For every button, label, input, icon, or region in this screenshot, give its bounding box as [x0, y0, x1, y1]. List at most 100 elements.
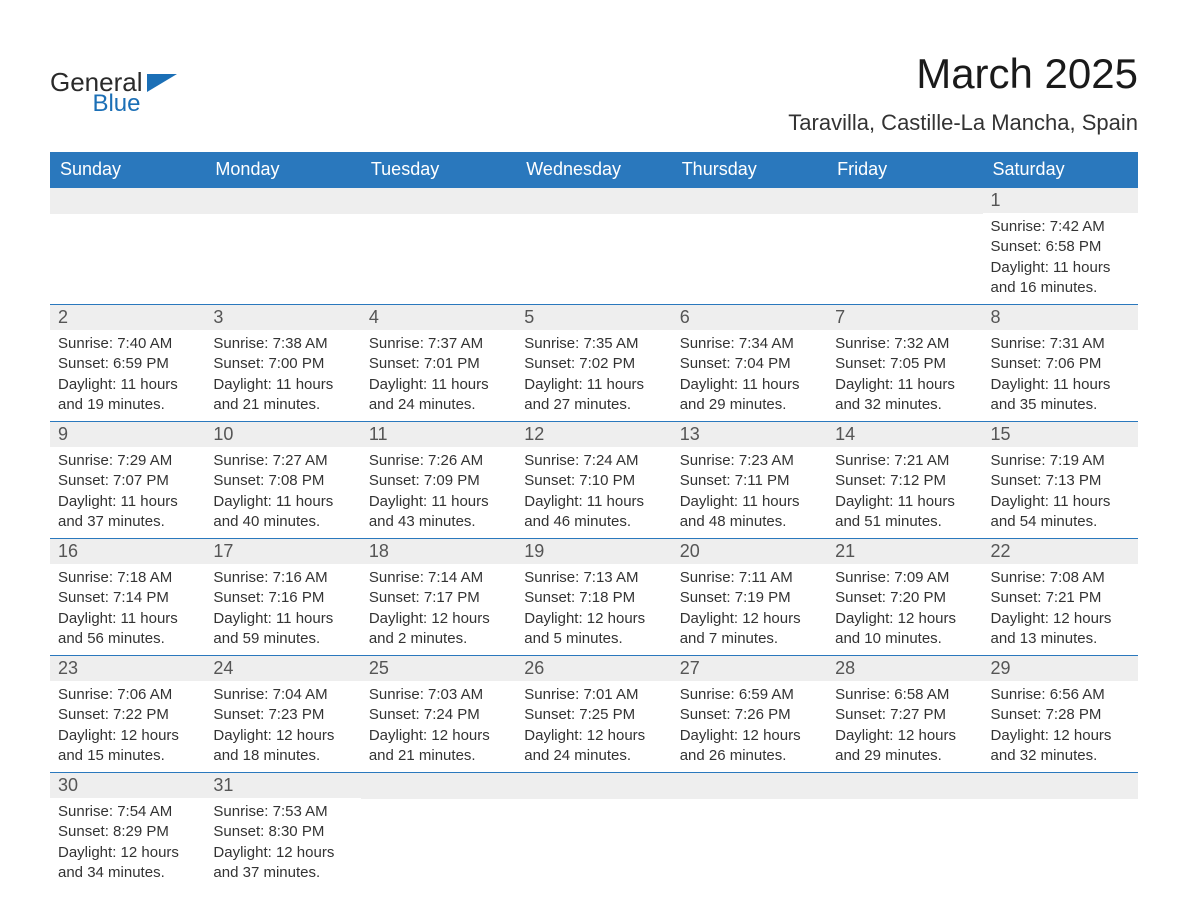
calendar-day-cell: 2Sunrise: 7:40 AMSunset: 6:59 PMDaylight…	[50, 305, 205, 422]
weekday-header: Saturday	[983, 152, 1138, 188]
day-details: Sunrise: 7:19 AMSunset: 7:13 PMDaylight:…	[983, 447, 1138, 538]
empty-day-header	[983, 773, 1138, 799]
sunset-line: Sunset: 7:10 PM	[524, 471, 663, 491]
calendar-day-cell: 11Sunrise: 7:26 AMSunset: 7:09 PMDayligh…	[361, 422, 516, 539]
day-number: 10	[205, 422, 360, 447]
day-details: Sunrise: 7:32 AMSunset: 7:05 PMDaylight:…	[827, 330, 982, 421]
calendar-day-cell: 9Sunrise: 7:29 AMSunset: 7:07 PMDaylight…	[50, 422, 205, 539]
calendar-day-cell: 13Sunrise: 7:23 AMSunset: 7:11 PMDayligh…	[672, 422, 827, 539]
sunset-line: Sunset: 7:20 PM	[835, 588, 974, 608]
day-details: Sunrise: 7:26 AMSunset: 7:09 PMDaylight:…	[361, 447, 516, 538]
day-number: 2	[50, 305, 205, 330]
day-number: 3	[205, 305, 360, 330]
day-details: Sunrise: 7:14 AMSunset: 7:17 PMDaylight:…	[361, 564, 516, 655]
sunset-line: Sunset: 7:21 PM	[991, 588, 1130, 608]
calendar-day-cell: 27Sunrise: 6:59 AMSunset: 7:26 PMDayligh…	[672, 656, 827, 773]
sunrise-line: Sunrise: 7:53 AM	[213, 802, 352, 822]
empty-day-header	[50, 188, 205, 214]
empty-day-header	[827, 188, 982, 214]
day-details: Sunrise: 7:06 AMSunset: 7:22 PMDaylight:…	[50, 681, 205, 772]
daylight-line: Daylight: 12 hours and 2 minutes.	[369, 609, 508, 650]
calendar-week-row: 30Sunrise: 7:54 AMSunset: 8:29 PMDayligh…	[50, 773, 1138, 890]
calendar-day-cell: 6Sunrise: 7:34 AMSunset: 7:04 PMDaylight…	[672, 305, 827, 422]
weekday-header: Friday	[827, 152, 982, 188]
day-number: 11	[361, 422, 516, 447]
daylight-line: Daylight: 11 hours and 59 minutes.	[213, 609, 352, 650]
sunrise-line: Sunrise: 7:26 AM	[369, 451, 508, 471]
empty-day-body	[361, 799, 516, 877]
sunrise-line: Sunrise: 7:16 AM	[213, 568, 352, 588]
empty-day-header	[361, 188, 516, 214]
sunrise-line: Sunrise: 7:14 AM	[369, 568, 508, 588]
calendar-day-cell: 31Sunrise: 7:53 AMSunset: 8:30 PMDayligh…	[205, 773, 360, 890]
calendar-day-cell	[50, 188, 205, 305]
sunset-line: Sunset: 7:09 PM	[369, 471, 508, 491]
weekday-header: Tuesday	[361, 152, 516, 188]
sunset-line: Sunset: 7:05 PM	[835, 354, 974, 374]
day-number: 8	[983, 305, 1138, 330]
empty-day-header	[361, 773, 516, 799]
daylight-line: Daylight: 11 hours and 35 minutes.	[991, 375, 1130, 416]
sunset-line: Sunset: 7:11 PM	[680, 471, 819, 491]
day-number: 5	[516, 305, 671, 330]
day-number: 28	[827, 656, 982, 681]
calendar-day-cell	[983, 773, 1138, 890]
day-details: Sunrise: 7:35 AMSunset: 7:02 PMDaylight:…	[516, 330, 671, 421]
day-number: 27	[672, 656, 827, 681]
empty-day-header	[205, 188, 360, 214]
day-number: 15	[983, 422, 1138, 447]
day-details: Sunrise: 7:18 AMSunset: 7:14 PMDaylight:…	[50, 564, 205, 655]
daylight-line: Daylight: 12 hours and 26 minutes.	[680, 726, 819, 767]
daylight-line: Daylight: 11 hours and 24 minutes.	[369, 375, 508, 416]
day-details: Sunrise: 6:56 AMSunset: 7:28 PMDaylight:…	[983, 681, 1138, 772]
sunrise-line: Sunrise: 7:40 AM	[58, 334, 197, 354]
sunrise-line: Sunrise: 7:35 AM	[524, 334, 663, 354]
sunrise-line: Sunrise: 6:56 AM	[991, 685, 1130, 705]
day-number: 7	[827, 305, 982, 330]
sunrise-line: Sunrise: 7:04 AM	[213, 685, 352, 705]
daylight-line: Daylight: 11 hours and 19 minutes.	[58, 375, 197, 416]
sunset-line: Sunset: 7:14 PM	[58, 588, 197, 608]
calendar-day-cell	[361, 773, 516, 890]
day-details: Sunrise: 7:40 AMSunset: 6:59 PMDaylight:…	[50, 330, 205, 421]
logo: General Blue	[50, 50, 177, 115]
day-details: Sunrise: 7:54 AMSunset: 8:29 PMDaylight:…	[50, 798, 205, 889]
day-details: Sunrise: 7:42 AMSunset: 6:58 PMDaylight:…	[983, 213, 1138, 304]
sunrise-line: Sunrise: 7:37 AM	[369, 334, 508, 354]
calendar-day-cell: 29Sunrise: 6:56 AMSunset: 7:28 PMDayligh…	[983, 656, 1138, 773]
sunrise-line: Sunrise: 7:21 AM	[835, 451, 974, 471]
sunrise-line: Sunrise: 6:58 AM	[835, 685, 974, 705]
calendar-day-cell: 20Sunrise: 7:11 AMSunset: 7:19 PMDayligh…	[672, 539, 827, 656]
daylight-line: Daylight: 11 hours and 46 minutes.	[524, 492, 663, 533]
calendar-day-cell: 16Sunrise: 7:18 AMSunset: 7:14 PMDayligh…	[50, 539, 205, 656]
weekday-header: Wednesday	[516, 152, 671, 188]
calendar-day-cell: 18Sunrise: 7:14 AMSunset: 7:17 PMDayligh…	[361, 539, 516, 656]
day-details: Sunrise: 7:38 AMSunset: 7:00 PMDaylight:…	[205, 330, 360, 421]
weekday-header-row: Sunday Monday Tuesday Wednesday Thursday…	[50, 152, 1138, 188]
daylight-line: Daylight: 11 hours and 48 minutes.	[680, 492, 819, 533]
calendar-day-cell	[516, 773, 671, 890]
sunset-line: Sunset: 7:02 PM	[524, 354, 663, 374]
title-block: March 2025 Taravilla, Castille-La Mancha…	[788, 50, 1138, 142]
sunrise-line: Sunrise: 7:31 AM	[991, 334, 1130, 354]
day-number: 17	[205, 539, 360, 564]
sunset-line: Sunset: 7:13 PM	[991, 471, 1130, 491]
sunrise-line: Sunrise: 7:54 AM	[58, 802, 197, 822]
daylight-line: Daylight: 12 hours and 37 minutes.	[213, 843, 352, 884]
sunset-line: Sunset: 8:30 PM	[213, 822, 352, 842]
day-number: 16	[50, 539, 205, 564]
sunset-line: Sunset: 7:06 PM	[991, 354, 1130, 374]
sunset-line: Sunset: 7:12 PM	[835, 471, 974, 491]
logo-text: General Blue	[50, 70, 143, 115]
calendar-day-cell: 7Sunrise: 7:32 AMSunset: 7:05 PMDaylight…	[827, 305, 982, 422]
empty-day-header	[516, 773, 671, 799]
sunset-line: Sunset: 7:04 PM	[680, 354, 819, 374]
sunset-line: Sunset: 7:01 PM	[369, 354, 508, 374]
sunrise-line: Sunrise: 7:38 AM	[213, 334, 352, 354]
day-number: 19	[516, 539, 671, 564]
sunset-line: Sunset: 7:16 PM	[213, 588, 352, 608]
sunrise-line: Sunrise: 7:09 AM	[835, 568, 974, 588]
calendar-day-cell	[827, 773, 982, 890]
day-details: Sunrise: 6:58 AMSunset: 7:27 PMDaylight:…	[827, 681, 982, 772]
calendar-day-cell: 5Sunrise: 7:35 AMSunset: 7:02 PMDaylight…	[516, 305, 671, 422]
